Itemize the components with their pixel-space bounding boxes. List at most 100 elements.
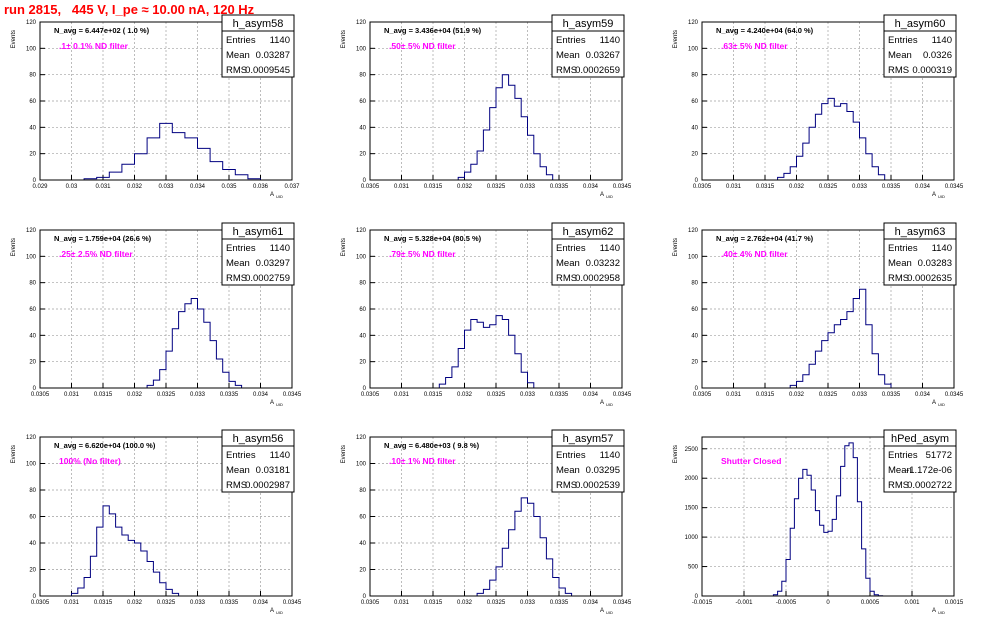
histogram-line — [777, 97, 886, 180]
x-tick-label: 0.036 — [253, 184, 269, 190]
plot-frame — [701, 21, 955, 181]
x-axis-label: A — [270, 400, 274, 406]
y-axis-label: Events — [341, 30, 347, 48]
stats-label: Mean — [226, 258, 250, 269]
x-tick-label: 0.0315 — [94, 392, 113, 398]
y-tick-label: 40 — [359, 333, 366, 339]
y-tick-label: 20 — [359, 568, 366, 574]
x-tick-label: 0.033 — [190, 392, 206, 398]
stats-label: Entries — [226, 243, 256, 254]
y-tick-label: 80 — [691, 73, 698, 79]
y-tick-label: 100 — [688, 46, 699, 52]
x-tick-label: 0.001 — [904, 600, 920, 606]
x-tick-label: 0.037 — [284, 184, 300, 190]
y-tick-label: 20 — [29, 360, 36, 366]
y-tick-label: 100 — [356, 254, 367, 260]
stats-box — [551, 14, 625, 78]
x-tick-label: 0.031 — [64, 392, 80, 398]
stats-label: Mean — [226, 50, 250, 61]
stats-label: Mean — [556, 50, 580, 61]
panel-h_asym59: 0.0305 0.031 0.0315 0.032 0.0325 0.033 0.0335 0… — [341, 14, 632, 199]
y-tick-label: 60 — [29, 307, 36, 313]
stats-box — [551, 429, 625, 493]
stats-value: 0.0002635 — [907, 273, 952, 284]
x-axis-label-sub: UID — [606, 610, 613, 615]
x-tick-label: 0.0345 — [283, 600, 302, 606]
x-tick-label: 0.0335 — [550, 184, 569, 190]
stats-label: Mean — [556, 258, 580, 269]
y-tick-label: 1500 — [685, 506, 699, 512]
x-axis-label: A — [932, 400, 936, 406]
y-tick-label: 40 — [29, 333, 36, 339]
stats-label: Entries — [556, 243, 586, 254]
y-tick-label: 120 — [356, 20, 367, 26]
stats-box — [883, 429, 957, 493]
stats-value: 1140 — [600, 35, 620, 46]
y-tick-label: 0 — [695, 178, 699, 184]
stats-label: RMS — [556, 273, 577, 284]
y-tick-label: 100 — [688, 254, 699, 260]
y-tick-label: 40 — [29, 125, 36, 131]
x-tick-label: 0.0335 — [220, 392, 239, 398]
stats-box — [221, 14, 295, 78]
stats-value: 0.03181 — [256, 465, 290, 476]
navg-label: N_avg = 1.759e+04 (26.6 %) — [54, 234, 152, 243]
stats-value: 1140 — [270, 35, 290, 46]
x-tick-label: -0.001 — [735, 600, 753, 606]
x-axis-label: A — [600, 608, 604, 614]
histogram-line — [476, 497, 573, 596]
y-tick-label: 0 — [363, 178, 367, 184]
x-tick-label: 0.032 — [127, 600, 143, 606]
histogram-line — [789, 288, 892, 388]
y-tick-label: 100 — [26, 462, 37, 468]
x-tick-label: 0.0335 — [550, 600, 569, 606]
stats-box — [221, 222, 295, 286]
y-tick-label: 80 — [29, 73, 36, 79]
x-tick-label: 0.0325 — [487, 392, 506, 398]
x-tick-label: 0.0345 — [283, 392, 302, 398]
x-axis-label: A — [600, 192, 604, 198]
stats-value: 0.03295 — [586, 465, 620, 476]
x-tick-label: 0.0315 — [756, 184, 775, 190]
plot-frame — [701, 436, 955, 597]
hist-name: h_asym57 — [563, 433, 614, 445]
stats-label: Entries — [888, 35, 918, 46]
x-tick-label: 0.0325 — [819, 392, 838, 398]
stats-value: 0.0326 — [923, 50, 952, 61]
x-axis-label: A — [600, 400, 604, 406]
y-tick-label: 2500 — [685, 447, 699, 453]
y-tick-label: 60 — [359, 307, 366, 313]
x-tick-label: 0.029 — [32, 184, 48, 190]
x-tick-label: 0.0325 — [157, 600, 176, 606]
x-tick-label: 0.033 — [852, 392, 868, 398]
x-tick-label: 0.0335 — [882, 184, 901, 190]
x-tick-label: 0.035 — [221, 184, 237, 190]
stats-label: Entries — [888, 450, 918, 461]
x-tick-label: 0 — [826, 600, 830, 606]
y-tick-label: 120 — [26, 435, 37, 441]
stats-value: -1.172e-06 — [906, 465, 952, 476]
y-tick-label: 40 — [691, 125, 698, 131]
x-tick-label: 0.034 — [583, 184, 599, 190]
x-axis-label: A — [270, 608, 274, 614]
y-axis-label: Events — [11, 30, 17, 48]
stats-value: 0.0002659 — [575, 65, 620, 76]
x-tick-label: 0.032 — [457, 392, 473, 398]
x-tick-label: 0.0305 — [693, 392, 712, 398]
stats-value: 0.0002722 — [907, 480, 952, 491]
hist-name: hPed_asym — [891, 433, 949, 445]
x-tick-label: 0.032 — [789, 392, 805, 398]
stats-value: 1140 — [270, 450, 290, 461]
hist-name: h_asym60 — [895, 18, 946, 30]
y-axis-label: Events — [11, 445, 17, 463]
x-tick-label: 0.0315 — [756, 392, 775, 398]
filter-label: .40± 4% ND filter — [721, 249, 788, 259]
panel-h_asym63: 0.0305 0.031 0.0315 0.032 0.0325 0.033 0.0335 0… — [673, 222, 964, 407]
y-tick-label: 20 — [359, 360, 366, 366]
filter-label: Shutter Closed — [721, 456, 781, 466]
stats-value: 1140 — [270, 243, 290, 254]
y-tick-label: 40 — [691, 333, 698, 339]
stats-value: 0.03287 — [256, 50, 290, 61]
plot-frame — [39, 229, 293, 389]
